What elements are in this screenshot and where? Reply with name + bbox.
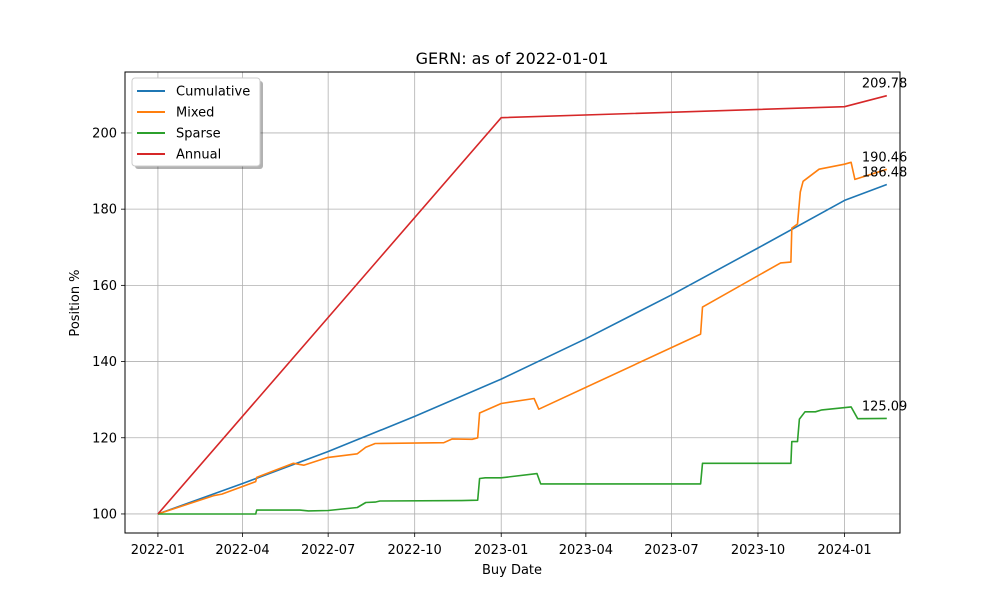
series-line-cumulative [157,183,888,515]
x-tick-label: 2022-10 [388,543,442,558]
y-tick-label: 160 [92,279,117,294]
end-value-label: 125.09 [862,399,908,414]
x-tick-label: 2023-07 [644,543,698,558]
plot-area-frame [124,71,901,534]
y-axis-ticks: 100 120 140 160 180 200 [92,126,125,522]
x-tick-label: 2023-01 [474,543,528,558]
y-tick-label: 140 [92,355,117,370]
legend-items: Cumulative Mixed Sparse Annual [137,85,250,163]
x-tick-label: 2023-04 [559,543,613,558]
end-value-label: 209.78 [862,77,908,92]
legend-label-annual: Annual [176,148,221,163]
x-axis-title: Buy Date [482,563,542,578]
series-line-mixed [157,161,888,515]
legend-label-mixed: Mixed [176,106,214,121]
legend-box [131,77,261,167]
x-tick-label: 2022-07 [301,543,355,558]
y-tick-label: 120 [92,431,117,446]
end-value-label: 186.48 [862,165,908,180]
x-tick-label: 2024-01 [817,543,871,558]
y-tick-label: 180 [92,203,117,218]
y-tick-label: 200 [92,126,117,141]
series-line-annual [157,94,888,515]
legend: Cumulative Mixed Sparse Annual [131,77,263,169]
legend-label-sparse: Sparse [176,127,221,142]
end-value-label: 190.46 [862,150,908,165]
x-axis-ticks: 2022-01 2022-04 2022-07 2022-10 2023-01 2023-… [131,533,872,558]
grid-lines [125,72,900,533]
x-tick-label: 2022-04 [215,543,269,558]
y-tick-label: 100 [92,507,117,522]
series-layer [157,94,888,515]
y-axis-title: Position % [68,269,83,336]
series-line-sparse [157,406,887,515]
legend-label-cumulative: Cumulative [176,85,250,100]
x-tick-label: 2022-01 [131,543,185,558]
x-tick-label: 2023-10 [731,543,785,558]
chart-title: GERN: as of 2022-01-01 [416,49,609,68]
